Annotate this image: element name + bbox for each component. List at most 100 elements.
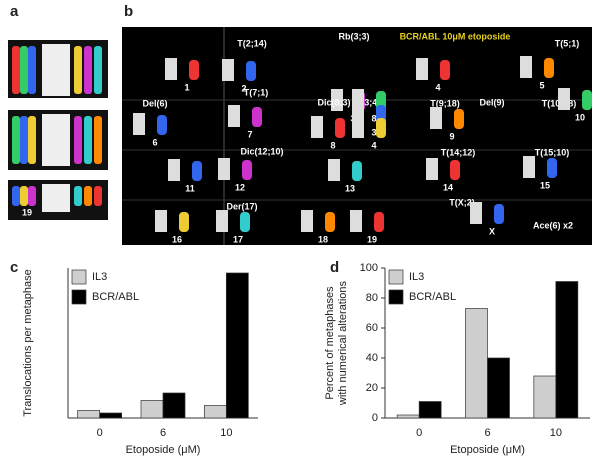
chromosome-blob <box>240 212 250 232</box>
legend-swatch <box>71 269 87 285</box>
x-tick-label: 10 <box>550 427 562 439</box>
chromosome-blob <box>252 107 262 127</box>
chromosome-label: T(7;1) <box>244 87 269 97</box>
chromosome-label: 12 <box>235 182 245 192</box>
bar <box>99 412 123 419</box>
chromosome-blob <box>246 61 256 81</box>
panel-b-title: BCR/ABL 10μM etoposide <box>400 31 511 41</box>
chromosome-blob <box>352 161 362 181</box>
legend-label: IL3 <box>409 271 424 283</box>
chromosome-blob <box>242 160 252 180</box>
panel-label: a <box>10 3 19 20</box>
chromosome-label: 16 <box>172 234 182 244</box>
x-axis-label: Etoposide (μM) <box>126 444 201 456</box>
bar <box>465 308 488 419</box>
y-axis-label: Percent of metaphases <box>324 286 336 400</box>
chromosome-label: Del(9) <box>479 97 504 107</box>
chromosome-label: 11 <box>185 183 195 193</box>
chromosome-label: 9 <box>449 131 454 141</box>
chromosome-blob <box>20 116 28 164</box>
chromosome-blob <box>325 212 335 232</box>
chromosome-label: 8 <box>330 140 335 150</box>
chromosome-blob <box>94 46 102 94</box>
bar <box>533 375 557 419</box>
chromosome-label: Ace(6) x2 <box>533 220 573 230</box>
chromosome-label: T(15;10) <box>535 147 570 157</box>
chromosome-label: X <box>489 226 495 236</box>
chromosome-photo <box>328 159 340 181</box>
bar <box>203 405 227 419</box>
chromosome-photo <box>416 58 428 80</box>
y-tick-label: 20 <box>366 382 378 394</box>
y-tick-label: 60 <box>366 322 378 334</box>
chromosome-photo <box>430 107 442 129</box>
chromosome-photo <box>558 88 570 110</box>
legend-label: IL3 <box>92 271 107 283</box>
chromosome-label: Der(17) <box>226 201 257 211</box>
x-tick-label: 0 <box>97 427 103 439</box>
chromosome-photo <box>331 89 343 111</box>
x-tick-label: 10 <box>220 427 232 439</box>
chromosome-label: Dic(12;10) <box>240 146 283 156</box>
chromosome-blob <box>74 116 82 164</box>
chromosome-label: T(14;12) <box>441 147 476 157</box>
chromosome-blob <box>440 60 450 80</box>
chromosome-label: Dic(8;3) <box>317 97 350 107</box>
chromosome-blob <box>84 46 92 94</box>
chromosome-photo <box>470 202 482 224</box>
chromosome-blob <box>157 115 167 135</box>
y-tick-label: 100 <box>360 262 378 274</box>
chromosome-label: 3 <box>371 127 376 137</box>
chromosome-blob <box>94 186 102 206</box>
chromosome-photo <box>42 114 70 166</box>
chromosome-blob <box>582 90 592 110</box>
x-tick-label: 6 <box>484 427 490 439</box>
x-tick-label: 6 <box>160 427 166 439</box>
chromosome-blob <box>20 46 28 94</box>
legend-swatch <box>388 269 404 285</box>
chromosome-label: 8 <box>371 113 376 123</box>
chromosome-blob <box>335 118 345 138</box>
chromosome-blob <box>84 186 92 206</box>
chromosome-label: T(5;1) <box>555 38 580 48</box>
image-label: 19 <box>22 207 32 217</box>
chromosome-blob <box>28 46 36 94</box>
chromosome-label: Del(6) <box>142 98 167 108</box>
chromosome-blob <box>74 46 82 94</box>
chromosome-blob <box>544 58 554 78</box>
y-axis-label: with numerical alterations <box>337 280 349 406</box>
chromosome-label: 6 <box>152 137 157 147</box>
chromosome-photo <box>350 210 362 232</box>
bar <box>140 400 164 419</box>
y-tick-label: 40 <box>366 352 378 364</box>
chromosome-label: T(9;18) <box>430 98 460 108</box>
y-axis-label: Translocations per metaphase <box>22 269 34 417</box>
chromosome-label: 14 <box>443 182 453 192</box>
chromosome-photo <box>218 158 230 180</box>
chromosome-blob <box>494 204 504 224</box>
chromosome-photo <box>133 113 145 135</box>
bar <box>77 410 101 419</box>
chromosome-label: 4 <box>435 82 440 92</box>
chromosome-blob <box>20 186 28 206</box>
chromosome-label: 17 <box>233 234 243 244</box>
chromosome-photo <box>42 44 70 96</box>
chromosome-blob <box>179 212 189 232</box>
legend-label: BCR/ABL <box>409 291 456 303</box>
chromosome-photo <box>523 156 535 178</box>
y-tick-label: 80 <box>366 292 378 304</box>
chromosome-label: T(3;4) <box>356 97 381 107</box>
chromosome-blob <box>189 60 199 80</box>
chromosome-blob <box>547 158 557 178</box>
chromosome-photo <box>42 184 70 212</box>
chromosome-blob <box>84 116 92 164</box>
chromosome-label: 5 <box>539 80 544 90</box>
bar <box>396 414 420 419</box>
chromosome-blob <box>28 186 36 206</box>
chromosome-blob <box>192 161 202 181</box>
bar <box>487 357 510 419</box>
chromosome-blob <box>28 116 36 164</box>
chromosome-label: Rb(3;3) <box>339 31 370 41</box>
chromosome-label: 13 <box>345 183 355 193</box>
chromosome-label: 2 <box>241 83 246 93</box>
